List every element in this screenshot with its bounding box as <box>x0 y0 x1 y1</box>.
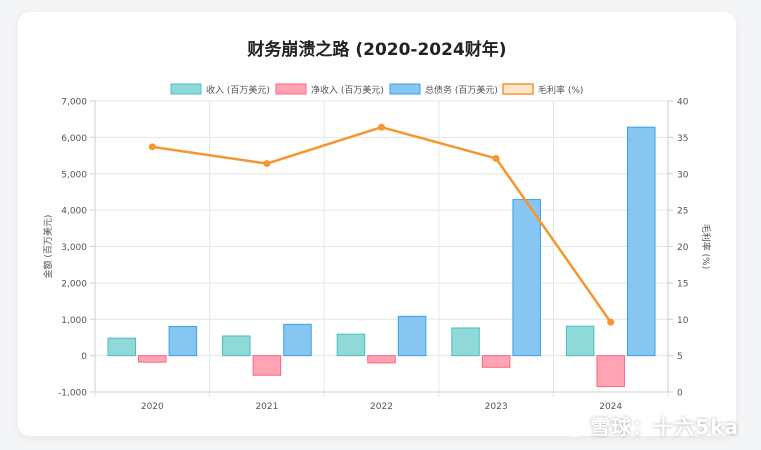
legend-swatch <box>389 83 421 95</box>
bar <box>168 326 198 357</box>
bar <box>596 355 625 388</box>
y-tick-label: 1,000 <box>61 316 87 326</box>
y2-tick-label: 5 <box>677 352 683 362</box>
bar <box>627 126 656 357</box>
line-point <box>378 123 385 131</box>
line-point <box>607 318 615 326</box>
y-tick-label: 7,000 <box>61 98 87 108</box>
bar <box>138 355 167 363</box>
y-tick-label: 5,000 <box>61 170 87 180</box>
bar <box>451 327 480 357</box>
chart-card: 财务崩溃之路 (2020-2024财年) 收入 (百万美元) 净收入 (百万美元) 总… <box>18 12 736 436</box>
x-tick-label: 2023 <box>485 402 508 412</box>
y-tick-label: -1,000 <box>58 389 87 399</box>
bar <box>222 335 251 357</box>
y-tick-label: 3,000 <box>61 243 87 253</box>
snowball-logo-icon <box>564 414 587 437</box>
legend-swatch <box>275 83 307 95</box>
legend-label: 收入 (百万美元) <box>206 84 270 96</box>
y-tick-label: 6,000 <box>61 134 87 144</box>
line-point <box>492 154 500 162</box>
bar <box>336 333 366 357</box>
line-series <box>152 125 612 323</box>
y2-tick-label: 20 <box>677 243 689 253</box>
bar <box>107 337 136 357</box>
y-tick-label: 2,000 <box>61 279 87 289</box>
y2-tick-label: 15 <box>677 279 688 289</box>
y-axis-title: 金额 (百万美元) <box>42 215 54 279</box>
bar <box>565 325 595 357</box>
y2-tick-label: 40 <box>677 98 689 108</box>
watermark: 雪球：十六5ka <box>564 411 739 440</box>
line-point <box>263 160 271 168</box>
bar <box>367 355 396 364</box>
bar <box>481 355 511 368</box>
chart-title: 财务崩溃之路 (2020-2024财年) <box>246 39 506 60</box>
legend-swatch <box>170 83 202 95</box>
chart-svg: 财务崩溃之路 (2020-2024财年) 收入 (百万美元) 净收入 (百万美元) 总… <box>42 39 712 412</box>
y2-tick-label: 25 <box>677 207 688 217</box>
x-tick-label: 2024 <box>599 402 622 412</box>
legend-label: 总债务 (百万美元) <box>425 84 498 96</box>
legend-swatch <box>502 83 534 95</box>
y2-axis-title: 毛利率 (%) <box>700 224 712 269</box>
bar <box>283 323 312 357</box>
legend-label: 毛利率 (%) <box>538 84 583 96</box>
y2-tick-label: 35 <box>677 134 688 144</box>
y2-tick-label: 10 <box>677 316 689 326</box>
bar <box>512 199 541 357</box>
legend-label: 净收入 (百万美元) <box>311 84 384 96</box>
y-tick-label: 0 <box>81 352 87 362</box>
y2-tick-label: 30 <box>677 170 689 180</box>
bar <box>252 355 282 376</box>
line-point <box>148 143 156 151</box>
x-tick-label: 2020 <box>141 402 164 412</box>
x-tick-label: 2021 <box>255 402 278 412</box>
bar <box>397 315 427 357</box>
watermark-text: 雪球：十六5ka <box>590 415 739 439</box>
y2-tick-label: 0 <box>677 389 683 399</box>
x-tick-label: 2022 <box>370 402 393 412</box>
y-tick-label: 4,000 <box>61 207 87 217</box>
